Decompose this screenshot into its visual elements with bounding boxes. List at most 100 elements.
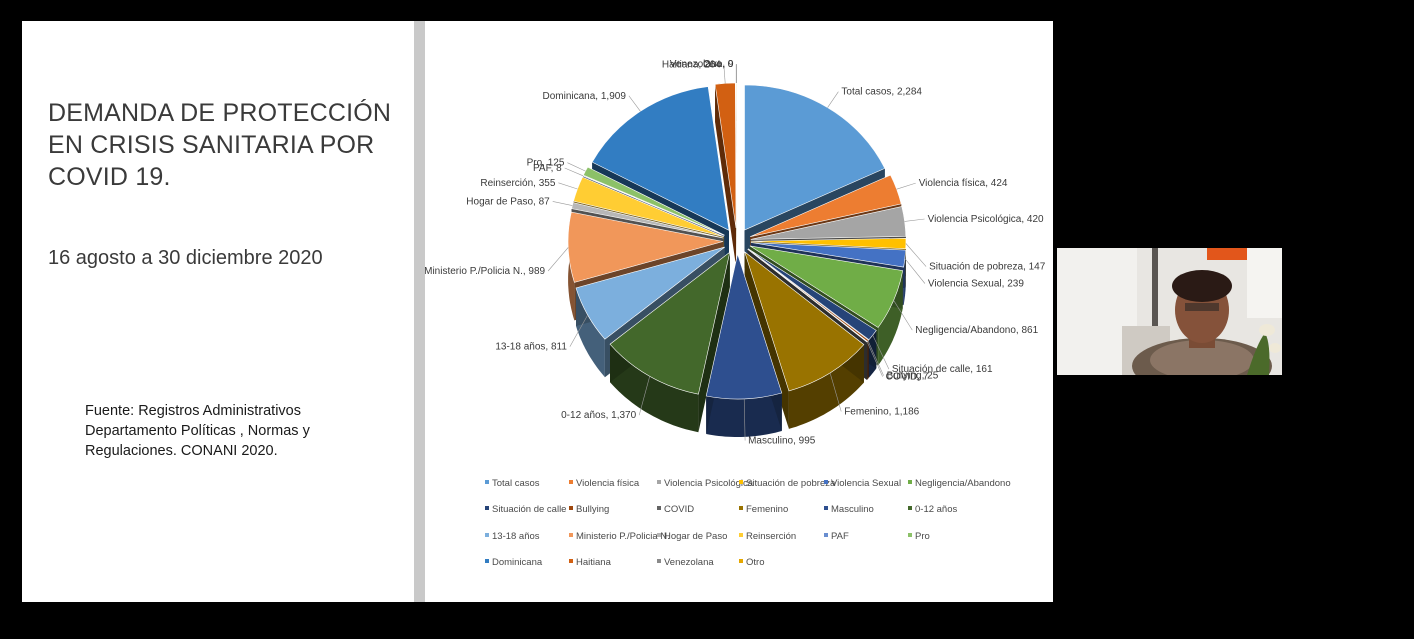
leader-line [829,372,842,412]
legend-item-0-12-anos: 0-12 años [915,504,958,515]
data-label-masculino: Masculino, 995 [748,436,816,447]
chart-panel: Total casos, 2,284 Violencia física, 424 V… [425,21,1053,602]
legend-item-pro: Pro [915,531,930,542]
pie-slice-13-18-anos [575,246,725,340]
data-label-hogar-de-paso: Hogar de Paso, 87 [466,196,550,207]
legend-swatch-situacion-de-pobreza [739,480,743,484]
legend-item-13-18-anos: 13-18 años [492,531,540,542]
pie-slice-total-casos [744,84,886,231]
data-label-paf: PAF, 8 [533,163,562,174]
legend-item-situacion-de-calle: Situación de calle [492,504,566,515]
legend-item-otro: Otro [746,557,764,568]
pie-data-labels: Total casos, 2,284 Violencia física, 424 V… [425,59,1046,446]
source-line: Departamento Políticas , Normas y [85,423,310,439]
legend-swatch-violencia-sexual [824,480,828,484]
legend-item-haitiana: Haitiana [576,557,612,568]
leader-line [743,398,746,441]
legend-swatch-13-18-anos [485,533,489,537]
legend-swatch-covid [657,506,661,510]
legend-swatch-paf [824,533,828,537]
source-line: Regulaciones. CONANI 2020. [85,443,278,459]
slide-title: DEMANDA DE PROTECCIÓN EN CRISIS SANITARI… [48,97,398,193]
legend-item-negligencia-abandono: Negligencia/Abandono [915,478,1011,489]
data-label-pro: Pro, 125 [527,158,565,169]
legend-item-covid: COVID [664,504,694,515]
slide-title-line: EN CRISIS SANITARIA POR [48,131,375,159]
data-label-venezolana: Venezolana, 0 [670,59,734,70]
leader-line [567,162,586,172]
data-label-violencia-sexual: Violencia Sexual, 239 [928,279,1024,290]
leader-line [866,341,883,377]
data-label-reinsercion: Reinserción, 355 [480,178,555,189]
legend-swatch-femenino [739,506,743,510]
participant-video[interactable] [1057,248,1282,375]
leader-line [558,182,578,190]
leader-line [547,247,569,272]
data-label-situacion-de-pobreza: Situación de pobreza, 147 [929,262,1046,273]
data-label-haitiana: Haitiana, 264 [662,60,721,71]
legend-swatch-ministerio-p-policia-n [569,533,573,537]
leader-line [628,95,641,112]
slide-divider [414,21,425,602]
legend-item-violencia-fisica: Violencia física [576,478,640,489]
leader-line [905,243,927,267]
leader-line [867,340,884,376]
pie-slice-otro [735,82,738,229]
leader-line [827,91,839,108]
data-label-violencia-fisica: Violencia física, 424 [919,178,1008,189]
legend-item-femenino: Femenino [746,504,788,515]
data-label-negligencia-abandono: Negligencia/Abandono, 861 [915,325,1038,336]
legend-item-reinsercion: Reinserción [746,531,796,542]
leader-line [872,334,890,370]
leader-line [552,201,573,206]
pie-slice-hogar-de-paso [571,202,724,239]
data-label-violencia-psicologica: Violencia Psicológica, 420 [928,214,1044,225]
legend-swatch-hogar-de-paso [657,533,661,537]
pie-slice-dominicana [591,86,730,231]
legend-item-venezolana: Venezolana [664,557,714,568]
pie-slice-0-12-anos [609,251,731,395]
data-label-total-casos: Total casos, 2,284 [841,87,922,98]
chart-legend: Total casos Violencia física Violencia Psi… [485,478,1011,568]
legend-item-ministerio-p-policia-n: Ministerio P./Policia N. [576,531,670,542]
date-range: 16 agosto a 30 diciembre 2020 [48,247,323,269]
pie-slice-side-masculino [706,393,782,437]
pie-slice-side-0-12-anos [610,344,699,433]
pie-chart: Total casos, 2,284 Violencia física, 424 V… [425,59,1046,568]
legend-item-masculino: Masculino [831,504,874,515]
legend-swatch-total-casos [485,480,489,484]
pie-slice-wall-0-12-anos [698,252,730,433]
pie-slice-masculino [705,252,783,400]
leader-line [893,300,913,331]
legend-swatch-reinsercion [739,533,743,537]
legend-swatch-haitiana [569,559,573,563]
slide-title-line: COVID 19. [48,163,171,191]
data-label-ministerio-p-policia-n: Ministerio P./Policia N., 989 [425,266,546,277]
data-label-dominicana: Dominicana, 1,909 [543,91,627,102]
legend-swatch-negligencia-abandono [908,480,912,484]
legend-swatch-situacion-de-calle [485,506,489,510]
data-label-covid: COVID, 7 [886,372,929,383]
data-label-situacion-de-calle: Situación de calle, 161 [892,364,993,375]
legend-item-dominicana: Dominicana [492,557,543,568]
leader-line [723,64,726,84]
data-label-0-12-anos: 0-12 años, 1,370 [561,410,636,421]
pie-slice-negligencia-abandono [749,245,904,328]
legend-swatch-otro [739,559,743,563]
legend-item-violencia-psicologica: Violencia Psicológica [664,478,754,489]
leader-line [638,376,650,416]
leader-line [896,182,916,190]
pie-slice-wall-haitiana [715,84,736,266]
data-label-otro: Otro, 9 [703,59,734,70]
pie-slice-femenino [744,251,865,392]
legend-item-bullying: Bullying [576,504,609,515]
legend-item-situacion-de-pobreza: Situación de pobreza [746,478,836,489]
leader-line [904,218,925,222]
legend-swatch-bullying [569,506,573,510]
legend-swatch-pro [908,533,912,537]
data-label-13-18-anos: 13-18 años, 811 [495,342,567,353]
legend-item-hogar-de-paso: Hogar de Paso [664,531,727,542]
legend-swatch-0-12-anos [908,506,912,510]
pie-slice-ministerio-p-policia-n [567,211,724,283]
legend-item-total-casos: Total casos [492,478,540,489]
